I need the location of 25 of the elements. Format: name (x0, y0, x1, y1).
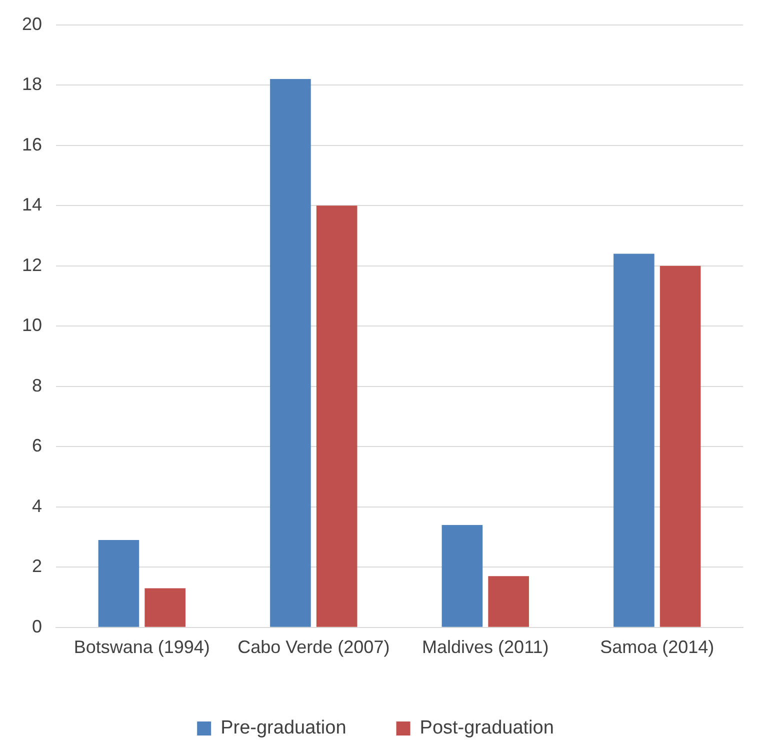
legend-label: Post-graduation (420, 718, 554, 739)
y-tick-label: 20 (22, 14, 42, 34)
bar (614, 254, 654, 627)
bar (98, 540, 140, 627)
bar (144, 588, 186, 627)
bar (270, 79, 311, 627)
y-tick-label: 0 (32, 616, 42, 636)
y-tick-label: 12 (22, 254, 42, 275)
y-tick-label: 2 (32, 556, 42, 576)
x-tick-label: Maldives (2011) (422, 637, 549, 658)
bar (660, 266, 701, 627)
bar (442, 524, 483, 627)
bar (488, 576, 529, 627)
y-tick-label: 8 (32, 375, 42, 396)
bar (316, 206, 358, 627)
x-tick-label: Samoa (2014) (600, 637, 714, 658)
x-tick-label: Botswana (1994) (74, 637, 210, 658)
y-tick-label: 14 (22, 194, 42, 215)
y-tick-label: 4 (32, 496, 42, 516)
y-tick-label: 10 (22, 315, 42, 336)
y-tick-label: 16 (22, 134, 42, 154)
x-tick-label: Cabo Verde (2007) (238, 637, 390, 658)
y-tick-label: 6 (32, 436, 42, 456)
y-tick-label: 18 (22, 74, 42, 94)
legend-label: Pre-graduation (220, 718, 346, 739)
